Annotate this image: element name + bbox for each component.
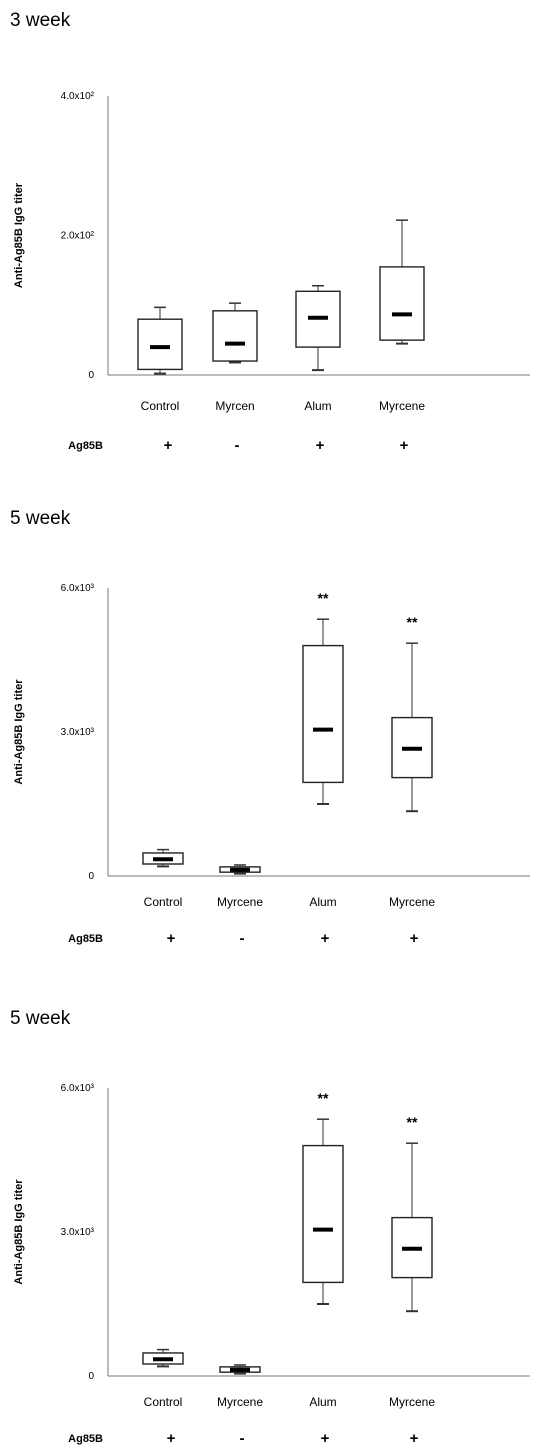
y-tick-label: 6.0x10³ bbox=[61, 583, 95, 594]
box-plot-3 bbox=[302, 1118, 344, 1305]
ag85b-sign: + bbox=[164, 437, 173, 454]
box-plot-3 bbox=[295, 284, 341, 372]
y-tick-label: 6.0x10³ bbox=[61, 1083, 95, 1094]
ag85b-sign: + bbox=[400, 437, 409, 454]
x-category-label: Myrcene bbox=[389, 895, 435, 909]
box-plot-4 bbox=[391, 642, 433, 813]
chart-svg: 0 3.0x10³ 6.0x10³ Anti-Ag85B IgG titer Contr… bbox=[13, 583, 530, 947]
box-plot-1 bbox=[137, 306, 183, 375]
ag85b-sign: - bbox=[240, 1430, 245, 1447]
box-plot-1 bbox=[142, 1348, 184, 1368]
x-category-label: Myrcene bbox=[379, 399, 425, 413]
x-category-label: Myrcen bbox=[215, 399, 254, 413]
significance-marker: ** bbox=[407, 614, 418, 630]
ag85b-sign: + bbox=[316, 437, 325, 454]
significance-marker: ** bbox=[318, 590, 329, 606]
chart-title: 5 week bbox=[10, 1008, 71, 1029]
chart-svg: 0 3.0x10³ 6.0x10³ Anti-Ag85B IgG titer Contr… bbox=[13, 1083, 530, 1447]
y-axis-label: Anti-Ag85B IgG titer bbox=[13, 679, 25, 785]
significance-marker: ** bbox=[318, 1090, 329, 1106]
x-category-label: Myrcene bbox=[217, 895, 263, 909]
chart-panel-3: 5 week 0 3.0x10³ 6.0x10³ Anti-Ag85B IgG tit… bbox=[0, 1008, 539, 1454]
x-category-label: Myrcene bbox=[389, 1395, 435, 1409]
x-category-label: Myrcene bbox=[217, 1395, 263, 1409]
ag85b-sign: - bbox=[240, 930, 245, 947]
x-category-label: Control bbox=[141, 399, 180, 413]
ag85b-sign: + bbox=[167, 930, 176, 947]
y-tick-label: 0 bbox=[88, 1371, 94, 1382]
chart-title: 3 week bbox=[10, 10, 71, 31]
y-tick-label: 4.0x10² bbox=[61, 91, 95, 102]
ag85b-sign: + bbox=[410, 1430, 419, 1447]
box-rect bbox=[212, 310, 258, 362]
box-rect bbox=[302, 1144, 344, 1284]
box-plot-3 bbox=[302, 618, 344, 805]
box-plot-2 bbox=[219, 1364, 261, 1375]
box-plot-1 bbox=[142, 848, 184, 868]
ag85b-row-label: Ag85B bbox=[68, 440, 103, 452]
ag85b-row-label: Ag85B bbox=[68, 1433, 103, 1445]
ag85b-sign: - bbox=[235, 437, 240, 454]
chart-svg: 0 2.0x10² 4.0x10² Anti-Ag85B IgG titer Contr… bbox=[13, 91, 530, 454]
x-category-label: Control bbox=[144, 895, 183, 909]
significance-marker: ** bbox=[407, 1114, 418, 1130]
y-tick-label: 0 bbox=[88, 370, 94, 381]
y-axis-label: Anti-Ag85B IgG titer bbox=[13, 182, 25, 288]
x-category-label: Alum bbox=[309, 895, 336, 909]
chart-panel-1: 3 week 0 2.0x10² 4.0x10² Anti-Ag85B IgG tit… bbox=[0, 10, 539, 470]
box-plot-4 bbox=[391, 1142, 433, 1313]
box-plot-2 bbox=[219, 864, 261, 875]
x-category-label: Alum bbox=[309, 1395, 336, 1409]
ag85b-sign: + bbox=[410, 930, 419, 947]
box-rect bbox=[302, 644, 344, 784]
ag85b-sign: + bbox=[321, 1430, 330, 1447]
x-category-label: Alum bbox=[304, 399, 331, 413]
y-tick-label: 3.0x10³ bbox=[61, 727, 95, 738]
box-plot-4 bbox=[379, 219, 425, 345]
y-axis-label: Anti-Ag85B IgG titer bbox=[13, 1179, 25, 1285]
ag85b-sign: + bbox=[167, 1430, 176, 1447]
ag85b-row-label: Ag85B bbox=[68, 933, 103, 945]
box-rect bbox=[379, 266, 425, 341]
box-plot-2 bbox=[212, 302, 258, 364]
y-tick-label: 0 bbox=[88, 871, 94, 882]
ag85b-sign: + bbox=[321, 930, 330, 947]
y-tick-label: 3.0x10³ bbox=[61, 1227, 95, 1238]
y-tick-label: 2.0x10² bbox=[61, 231, 95, 242]
chart-title: 5 week bbox=[10, 508, 71, 529]
x-category-label: Control bbox=[144, 1395, 183, 1409]
box-rect bbox=[137, 318, 183, 371]
chart-panel-2: 5 week 0 3.0x10³ 6.0x10³ Anti-Ag85B IgG tit… bbox=[0, 508, 539, 968]
